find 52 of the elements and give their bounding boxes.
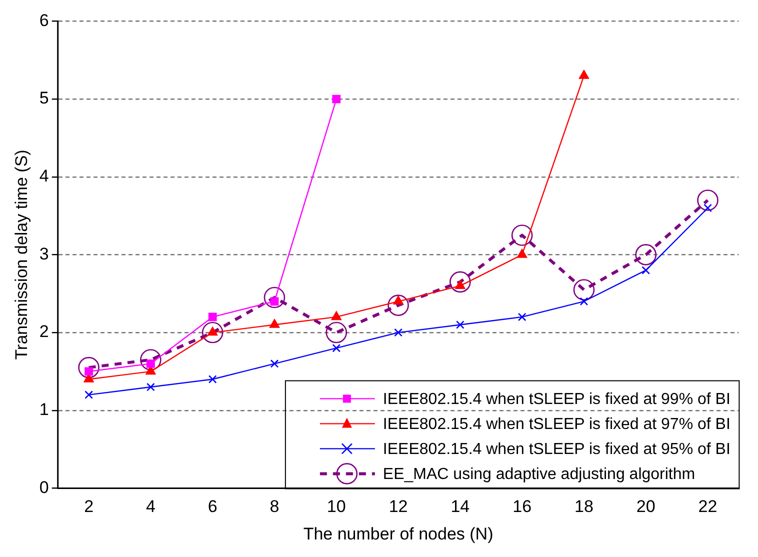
legend-label: EE_MAC using adaptive adjusting algorithm: [382, 466, 696, 484]
x-tick-label: 16: [512, 497, 532, 516]
x-tick-label: 14: [450, 497, 470, 516]
point: [208, 312, 217, 322]
y-tick-label: 6: [39, 10, 49, 30]
point: [511, 224, 533, 246]
x-tick-label: 22: [698, 497, 718, 516]
y-tick-label: 3: [39, 244, 49, 264]
point: [146, 382, 155, 392]
y-tick-label: 4: [39, 166, 49, 186]
x-tick-label: 6: [208, 497, 218, 516]
point: [270, 319, 280, 328]
y-tick-label: 0: [39, 478, 49, 497]
point: [635, 244, 657, 266]
point: [697, 190, 718, 211]
y-tick-label: 2: [39, 322, 49, 342]
point: [332, 344, 341, 352]
point: [517, 249, 528, 258]
y-tick-label: 5: [39, 88, 49, 108]
point: [704, 204, 712, 212]
y-axis-title: Transmission delay time (S): [12, 150, 31, 360]
point: [456, 320, 464, 329]
point: [332, 94, 341, 104]
legend-label: IEEE802.15.4 when tSLEEP is fixed at 95% of BI: [382, 441, 730, 458]
legend-label: IEEE802.15.4 when tSLEEP is fixed at 97% of BI: [382, 416, 730, 434]
point: [642, 266, 650, 274]
point: [331, 311, 342, 320]
point: [270, 359, 279, 368]
point: [264, 286, 286, 308]
x-tick-label: 8: [270, 497, 280, 516]
point: [573, 279, 595, 300]
legend-label: IEEE802.15.4 when tSLEEP is fixed at 99% of BI: [382, 391, 730, 408]
point: [394, 328, 402, 337]
point: [208, 375, 217, 384]
point: [78, 356, 100, 378]
x-tick-label: 4: [146, 497, 156, 516]
point: [140, 349, 162, 370]
x-tick-label: 12: [388, 497, 408, 516]
x-tick-label: 10: [326, 497, 346, 516]
point: [578, 70, 589, 79]
point: [84, 390, 93, 399]
point: [202, 322, 224, 344]
x-tick-label: 18: [574, 497, 594, 516]
point: [388, 294, 409, 316]
x-tick-label: 2: [84, 497, 94, 516]
x-axis-title: The number of nodes (N): [303, 524, 494, 544]
point: [580, 297, 588, 306]
point: [326, 322, 348, 344]
x-tick-label: 20: [636, 497, 656, 516]
point: [518, 312, 526, 322]
point: [450, 271, 471, 293]
y-tick-label: 1: [39, 400, 49, 420]
